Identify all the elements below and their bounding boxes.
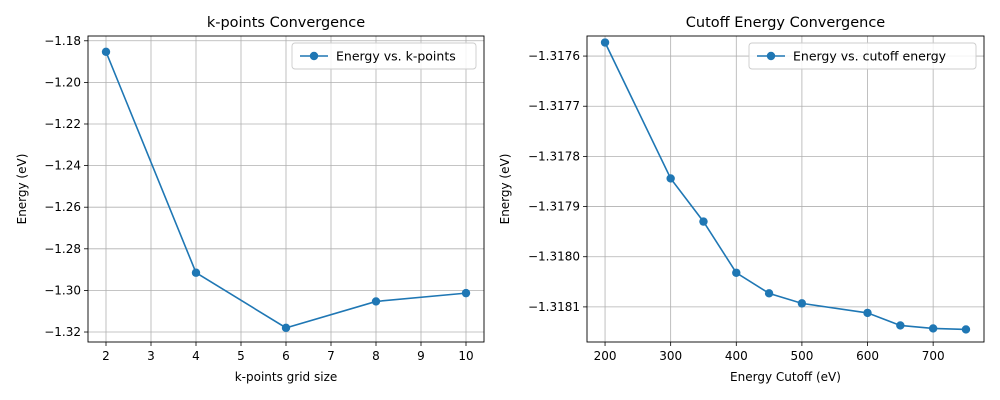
data-point — [896, 321, 905, 330]
x-tick-label: 9 — [417, 349, 425, 363]
y-tick-label: −1.3178 — [528, 149, 580, 163]
y-tick-label: −1.3176 — [528, 49, 580, 63]
y-tick-label: −1.24 — [44, 159, 81, 173]
y-tick-label: −1.3181 — [528, 300, 580, 314]
y-tick-label: −1.30 — [44, 283, 81, 297]
x-tick-label: 700 — [922, 349, 945, 363]
data-point — [699, 217, 708, 226]
x-tick-label: 7 — [327, 349, 335, 363]
legend-box — [291, 42, 477, 70]
plot-frame — [586, 35, 985, 343]
x-tick-label: 600 — [856, 349, 879, 363]
series-line — [604, 42, 966, 331]
x-tick-label: 8 — [372, 349, 380, 363]
y-tick-label: −1.3177 — [528, 99, 580, 113]
y-tick-label: −1.3180 — [528, 250, 580, 264]
x-tick-label: 200 — [594, 349, 617, 363]
x-tick-label: 4 — [192, 349, 200, 363]
data-point — [461, 288, 471, 298]
x-axis-label: k-points grid size — [235, 370, 338, 384]
chart-2: 200 300 400 500 600 700 −1.3181 −1.3180 −1.3179 −… — [498, 15, 985, 384]
chart-title: Cutoff Energy Convergence — [686, 15, 886, 31]
data-point — [732, 268, 741, 277]
x-tick-label: 10 — [458, 349, 473, 363]
y-tick-label: −1.18 — [44, 34, 81, 48]
data-point — [863, 308, 872, 318]
y-tick-label: −1.28 — [44, 242, 81, 256]
y-axis-label: Energy (eV) — [498, 154, 512, 225]
x-axis-label: Energy Cutoff (eV) — [730, 370, 841, 384]
data-point — [191, 268, 201, 277]
x-tick-label: 5 — [237, 349, 245, 363]
data-point — [101, 47, 111, 57]
legend-marker — [309, 51, 319, 61]
data-point — [797, 299, 807, 308]
data-point — [928, 324, 938, 333]
legend-marker — [766, 51, 776, 61]
y-tick-label: −1.3179 — [528, 200, 580, 214]
legend-label: Energy vs. cutoff energy — [793, 49, 947, 64]
chart-1: 2 3 4 5 6 7 8 9 10 −1.32 −1.30 −1.28 −1.26 −1.24 −1.22… — [15, 15, 485, 384]
x-tick-label: 2 — [102, 349, 110, 363]
chart-title: k-points Convergence — [207, 15, 365, 31]
legend: Energy vs. k-points — [291, 42, 477, 70]
data-point — [281, 323, 291, 333]
legend: Energy vs. cutoff energy — [748, 42, 977, 70]
y-tick-label: −1.20 — [44, 75, 81, 89]
x-tick-label: 400 — [725, 349, 748, 363]
y-tick-label: −1.22 — [44, 117, 81, 131]
y-tick-label: −1.26 — [44, 200, 81, 214]
x-tick-label: 3 — [147, 349, 155, 363]
x-tick-label: 300 — [659, 349, 682, 363]
y-axis-label: Energy (eV) — [15, 154, 29, 225]
x-tick-label: 6 — [282, 349, 290, 363]
legend-box — [748, 42, 977, 70]
data-point — [961, 325, 971, 334]
data-point — [600, 38, 610, 47]
data-point — [371, 297, 381, 306]
x-tick-label: 500 — [790, 349, 813, 363]
data-point — [666, 174, 675, 183]
plot-frame — [87, 35, 485, 343]
legend-label: Energy vs. k-points — [336, 49, 456, 64]
y-tick-label: −1.32 — [44, 325, 81, 339]
data-point — [764, 289, 774, 298]
